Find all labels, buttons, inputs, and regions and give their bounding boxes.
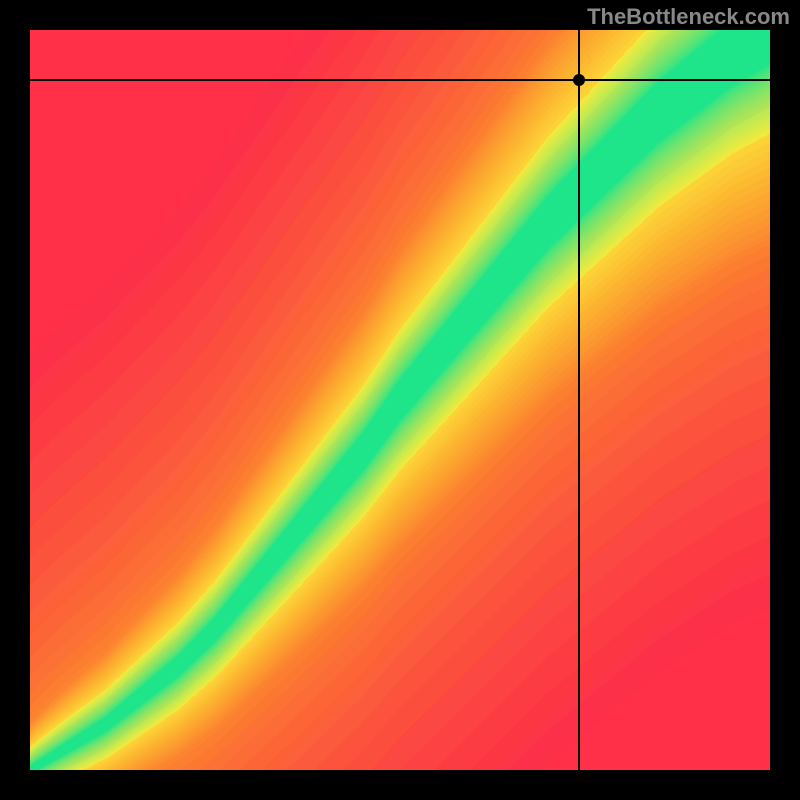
heatmap-canvas xyxy=(30,30,770,770)
crosshair-horizontal xyxy=(30,79,770,81)
crosshair-marker xyxy=(573,74,585,86)
chart-container: TheBottleneck.com xyxy=(0,0,800,800)
plot-area xyxy=(30,30,770,770)
crosshair-vertical xyxy=(578,30,580,770)
watermark-text: TheBottleneck.com xyxy=(587,4,790,30)
